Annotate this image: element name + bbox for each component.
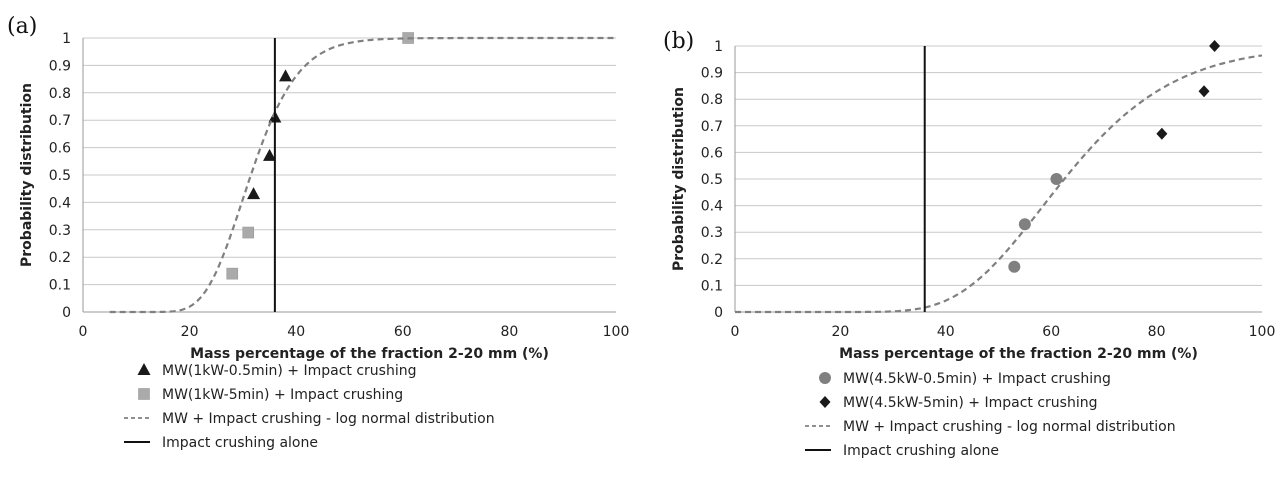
legend: MW(1kW-0.5min) + Impact crushing MW(1kW-5… [124, 363, 495, 451]
legend-label: MW + Impact crushing - log normal distri… [162, 411, 495, 427]
y-tick-label: 0.2 [701, 252, 723, 268]
x-tick-label: 40 [287, 324, 305, 340]
y-tick-label: 0.1 [49, 278, 71, 294]
x-tick-label: 100 [1249, 324, 1276, 340]
legend-swatch [819, 372, 831, 384]
data-point [1209, 40, 1221, 52]
data-point [1008, 260, 1021, 273]
x-tick-label: 0 [731, 324, 740, 340]
x-tick-label: 40 [937, 324, 955, 340]
y-tick-label: 0.6 [701, 145, 723, 161]
legend-swatch [137, 363, 151, 375]
y-tick-label: 0.1 [701, 278, 723, 294]
data-point [1198, 85, 1210, 98]
legend-swatch [138, 388, 150, 400]
legend-label: MW(4.5kW-0.5min) + Impact crushing [843, 371, 1111, 387]
x-axis-title: Mass percentage of the fraction 2-20 mm … [839, 346, 1198, 362]
y-tick-label: 0.4 [701, 199, 723, 215]
legend-label: MW + Impact crushing - log normal distri… [843, 419, 1176, 435]
legend-label: MW(1kW-0.5min) + Impact crushing [162, 363, 417, 379]
y-tick-label: 0.7 [701, 119, 723, 135]
chart-panel-a: (a) 0 0.1 0.2 0.3 0.4 0.5 0.6 0.7 0.8 0.9 1 0 20 40 60 8… [7, 14, 629, 451]
y-tick-label: 0.3 [49, 223, 71, 239]
data-point [1050, 173, 1063, 185]
legend-swatch [819, 396, 831, 408]
y-tick-label: 0.4 [49, 195, 71, 211]
y-tick-label: 1 [714, 39, 723, 55]
x-axis-title: Mass percentage of the fraction 2-20 mm … [190, 346, 549, 362]
x-tick-label: 80 [1148, 324, 1166, 340]
y-tick-label: 0.5 [49, 168, 71, 184]
data-point [247, 187, 261, 200]
legend: MW(4.5kW-0.5min) + Impact crushing MW(4.5… [805, 371, 1176, 459]
x-tick-label: 20 [181, 324, 199, 340]
data-point [1156, 127, 1168, 140]
y-tick-label: 0.8 [49, 86, 71, 102]
x-tick-label: 20 [831, 324, 849, 340]
chart-panel-b: (b) 0 0.1 0.2 0.3 0.4 0.5 0.6 0.7 0.8 0.9 1 0 20 40 60 8… [663, 29, 1275, 459]
y-tick-label: 0.8 [701, 92, 723, 108]
panel-label: (a) [7, 14, 37, 39]
legend-label: Impact crushing alone [162, 435, 318, 451]
y-tick-label: 0.2 [49, 250, 71, 266]
y-tick-label: 0 [714, 305, 723, 321]
data-point [226, 267, 239, 280]
y-tick-label: 0.9 [701, 66, 723, 82]
panel-label: (b) [663, 29, 694, 54]
y-tick-label: 0.7 [49, 113, 71, 129]
x-tick-label: 80 [500, 324, 518, 340]
legend-label: MW(4.5kW-5min) + Impact crushing [843, 395, 1098, 411]
x-tick-label: 100 [603, 324, 630, 340]
y-tick-label: 0.3 [701, 225, 723, 241]
y-tick-label: 0 [62, 305, 71, 321]
y-axis-title: Probability distribution [671, 87, 687, 271]
y-tick-label: 0.6 [49, 141, 71, 157]
series-lognormal-curve [109, 36, 616, 314]
y-tick-label: 0.9 [49, 58, 71, 74]
y-tick-label: 0.5 [701, 172, 723, 188]
y-tick-label: 1 [62, 31, 71, 47]
data-point [263, 148, 277, 161]
data-point [279, 69, 293, 82]
data-point [242, 226, 255, 239]
data-point [1018, 218, 1031, 231]
y-axis-title: Probability distribution [19, 83, 35, 267]
x-tick-label: 0 [79, 324, 88, 340]
x-tick-label: 60 [394, 324, 412, 340]
x-tick-label: 60 [1042, 324, 1060, 340]
series-lognormal-curve [735, 54, 1263, 314]
legend-label: MW(1kW-5min) + Impact crushing [162, 387, 403, 403]
legend-label: Impact crushing alone [843, 443, 999, 459]
